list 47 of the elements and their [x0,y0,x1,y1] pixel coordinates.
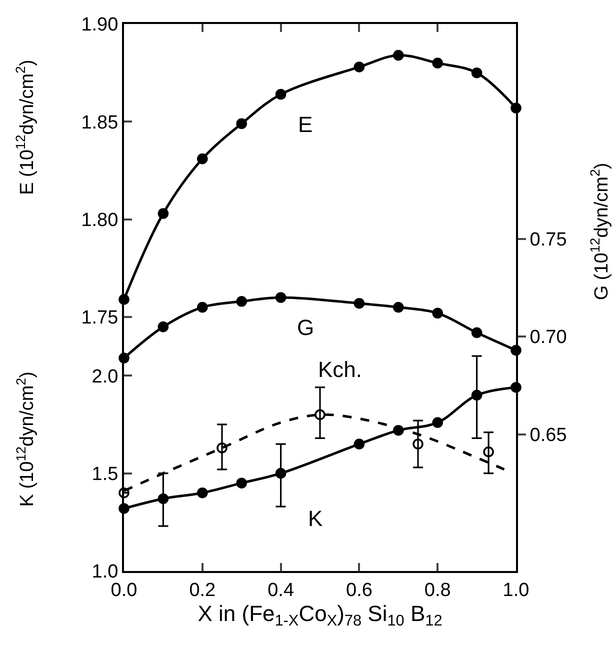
point [118,487,130,498]
point [236,478,247,488]
point [354,62,365,72]
point [354,438,365,450]
x-tick-label: 0.4 [268,580,294,601]
point [432,417,443,428]
series-label: K [308,506,323,531]
point [158,321,169,332]
point [393,302,404,313]
point [216,442,228,454]
point [314,409,326,420]
point [471,327,482,338]
y2-tick-label: 0.70 [530,327,567,348]
point [354,298,365,309]
point [483,446,494,458]
y3-tick-label: 2.0 [92,366,118,388]
point [471,390,482,401]
point [158,493,169,504]
point [158,208,169,219]
y-tick-label: 1.75 [81,308,118,329]
point [236,118,247,130]
series-label: G [297,315,314,340]
point [197,487,208,498]
point [275,468,286,479]
x-tick-label: 1.0 [502,580,530,601]
y3-tick-label: 1.5 [92,464,118,485]
point [471,67,482,78]
point [393,50,404,61]
point [432,308,443,319]
point [236,296,247,307]
point [197,302,208,313]
x-tick-label: 0.8 [424,580,451,601]
y-tick-label: 1.90 [81,14,118,36]
point [432,58,443,68]
point [275,88,286,100]
y2-tick-label: 0.65 [530,424,567,446]
x-tick-label: 0.2 [189,580,216,601]
point [197,153,208,164]
y-tick-label: 1.85 [81,112,118,134]
text: X in (Fe$_{1-X}$Co$_{X}$)$_{78}$ Si$_{10}$ B$_{12}$ [198,600,442,630]
y2-tick-label: 0.75 [530,230,567,251]
series-label: E [298,112,313,137]
y-tick-label: 1.80 [81,210,118,232]
point [275,292,286,303]
series-label: Kch. [318,357,362,382]
point [412,438,424,450]
x-tick-label: 0.6 [346,580,372,601]
